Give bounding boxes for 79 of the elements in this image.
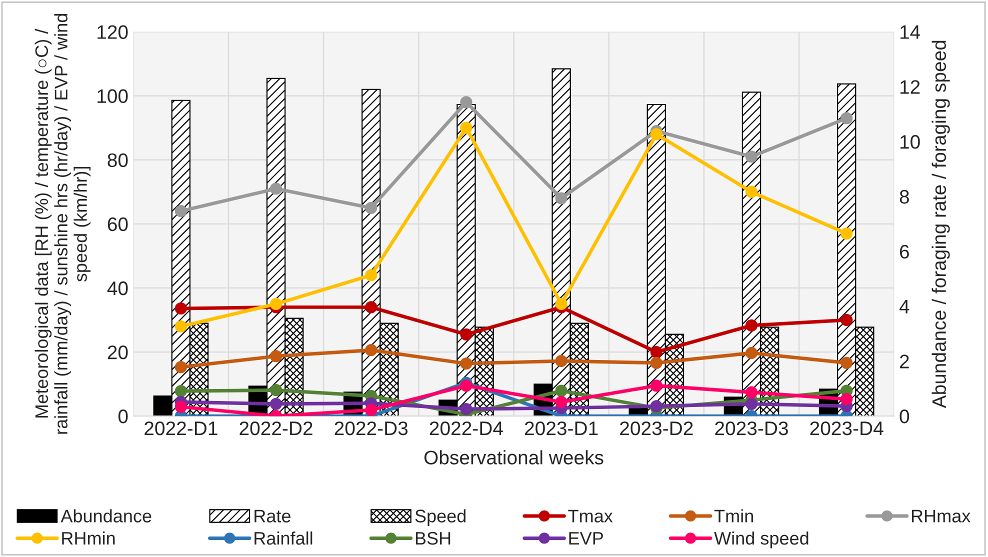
y2-tick-label: 14 (900, 25, 920, 39)
legend-label: Wind speed (714, 531, 808, 548)
x-tick-label: 2023-D1 (524, 421, 598, 436)
y2-tick-label: 4 (899, 300, 910, 314)
point (270, 350, 282, 362)
y-tick-label: 40 (107, 281, 128, 296)
y-tick-label: 60 (108, 217, 128, 232)
legend-label: Abundance (60, 509, 152, 522)
y2-tick-label: 6 (900, 244, 909, 259)
point (460, 380, 472, 392)
point (460, 122, 472, 134)
point (650, 346, 662, 358)
point (555, 354, 568, 368)
point (270, 298, 282, 310)
point (555, 298, 568, 310)
point (174, 400, 188, 413)
legend-label: Speed (415, 509, 466, 526)
x-tick-label: 2023-D4 (810, 421, 884, 436)
point (365, 344, 378, 356)
point (745, 319, 758, 332)
point (745, 346, 758, 360)
y-tick-label: 100 (98, 89, 128, 104)
point (174, 385, 188, 398)
x-tick-label: 2022-D3 (334, 421, 408, 436)
legend-label: RHmin (62, 531, 115, 545)
point (745, 386, 758, 398)
y-tick-label: 80 (108, 153, 128, 168)
y-tick-label: 120 (98, 25, 128, 39)
point (174, 302, 188, 315)
point (365, 269, 378, 282)
point (555, 192, 568, 204)
point (365, 404, 378, 416)
point (270, 384, 282, 396)
point (365, 202, 378, 214)
x-axis-title: Observational weeks (424, 450, 604, 464)
point (460, 96, 472, 108)
point (270, 398, 282, 410)
x-tick-label: 2022-D4 (430, 421, 503, 436)
legend-label: EVP (569, 532, 603, 545)
x-tick-label: 2023-D3 (715, 421, 788, 436)
legend-label: Tmax (568, 510, 613, 522)
point (174, 320, 188, 332)
point (270, 182, 282, 195)
y2-tick-label: 2 (900, 354, 909, 368)
point (840, 356, 853, 369)
y-tick-label: 0 (118, 410, 128, 424)
point (650, 128, 662, 140)
legend-label: Rate (254, 510, 290, 522)
point (174, 205, 188, 218)
legend-label: BSH (416, 532, 450, 545)
point (555, 396, 568, 408)
point (460, 402, 472, 416)
point (840, 227, 853, 240)
point (650, 380, 662, 392)
point (460, 357, 472, 370)
point (840, 314, 853, 326)
point (745, 398, 758, 410)
y2-tick-label: 0 (900, 410, 910, 424)
point (174, 361, 188, 374)
point (365, 301, 378, 314)
y2-tick-label: 10 (900, 135, 920, 149)
point (745, 186, 758, 198)
point (840, 112, 853, 124)
y2-axis-title: Abundance / foraging rate / foraging speed (932, 40, 950, 408)
legend-label: RHmax (912, 510, 970, 522)
y-axis-title: Meteorological data [RH (%) / temperature (○C) / rainfall (mm/day) / sunshine hrs (hr/day) / EVP / wind speed (km/hr)] (34, 14, 91, 434)
point (555, 384, 568, 397)
legend-label: Rainfall (254, 531, 312, 545)
y2-tick-label: 12 (900, 80, 920, 94)
point (745, 150, 758, 163)
y2-tick-label: 8 (900, 190, 909, 204)
point (840, 393, 853, 406)
x-tick-label: 2023-D2 (620, 421, 693, 436)
legend-label: Tmin (714, 509, 753, 522)
point (460, 328, 472, 340)
x-tick-label: 2022-D1 (144, 421, 218, 436)
y-tick-label: 20 (108, 345, 128, 360)
point (650, 356, 662, 369)
x-tick-label: 2022-D2 (240, 421, 312, 436)
